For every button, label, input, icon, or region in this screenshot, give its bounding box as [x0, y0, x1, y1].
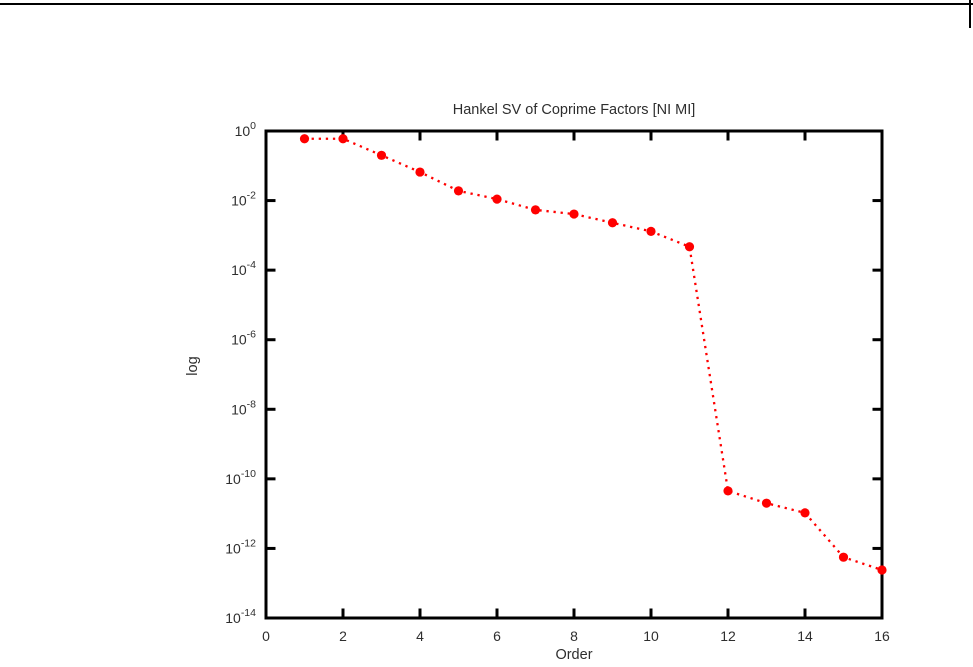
chart-title: Hankel SV of Coprime Factors [NI MI] — [453, 102, 696, 118]
page-top-border — [0, 3, 973, 5]
plot-axes — [264, 129, 884, 620]
x-tick-label: 0 — [262, 628, 270, 644]
data-point-marker — [415, 167, 425, 177]
data-point-marker — [376, 150, 387, 160]
y-tick-exponent: -12 — [241, 537, 256, 549]
y-tick-label: 10-12 — [225, 537, 256, 556]
y-tick-exponent: -2 — [247, 190, 256, 202]
axes-box — [264, 129, 884, 620]
x-tick-label: 4 — [416, 628, 424, 644]
x-tick-label: 16 — [874, 628, 890, 644]
y-tick-label: 100 — [235, 120, 257, 139]
y-tick-label: 10-10 — [225, 468, 256, 487]
data-point-marker — [684, 242, 695, 252]
data-series — [299, 134, 887, 575]
y-axis-label: log — [185, 356, 201, 375]
data-point-marker — [453, 186, 464, 196]
series-line — [304, 137, 883, 572]
data-point-marker — [338, 134, 348, 144]
y-tick-exponent: -8 — [247, 398, 256, 410]
y-tick-label: 10-6 — [231, 329, 256, 348]
data-point-marker — [530, 205, 541, 215]
y-tick-exponent: 0 — [250, 120, 256, 132]
y-tick-label: 10-8 — [231, 398, 256, 417]
data-point-marker — [492, 194, 502, 204]
data-point-marker — [607, 218, 618, 228]
data-point-marker — [800, 508, 810, 518]
data-point-marker — [723, 486, 733, 496]
data-point-marker — [761, 498, 772, 508]
data-point-marker — [838, 552, 849, 562]
x-tick-label: 8 — [570, 628, 578, 644]
y-tick-label: 10-4 — [231, 259, 256, 278]
x-tick-label: 14 — [797, 628, 813, 644]
data-point-marker — [299, 134, 310, 144]
data-point-marker — [877, 565, 887, 575]
tick-labels: 0 2 4 6 8 10 12 14 16 100 10-2 10-4 10-6 10-8 10-10 10-… — [225, 120, 890, 644]
x-axis-label: Order — [555, 647, 592, 663]
data-point-marker — [646, 226, 656, 236]
y-tick-exponent: -4 — [247, 259, 256, 271]
data-point-marker — [569, 209, 579, 219]
y-tick-exponent: -14 — [241, 607, 256, 619]
page-right-border — [969, 0, 971, 28]
y-tick-exponent: -6 — [247, 329, 256, 341]
y-tick-exponent: -10 — [241, 468, 256, 480]
x-tick-label: 10 — [643, 628, 659, 644]
x-tick-label: 2 — [339, 628, 347, 644]
x-tick-label: 6 — [493, 628, 501, 644]
y-tick-label: 10-2 — [231, 190, 256, 209]
y-tick-label: 10-14 — [225, 607, 256, 626]
x-tick-label: 12 — [720, 628, 736, 644]
